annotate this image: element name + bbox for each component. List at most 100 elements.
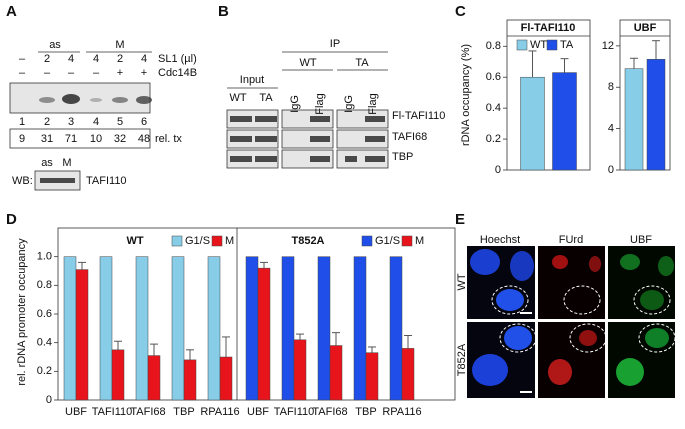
y-tick-label: 0.2 [37,365,52,377]
panel-letter: D [6,211,17,228]
column-label: Hoechst [480,234,520,246]
y-tick-label: 4 [608,123,614,135]
wb-label: WB: [12,175,33,187]
row-label: WT [456,273,468,290]
y-tick-label: 0.8 [37,279,52,291]
protein-label: Fl-TAFI110 [392,110,445,122]
legend-label: TA [560,39,574,51]
gel-grid [226,109,389,169]
gel [281,129,334,149]
rel-tx-box [9,128,151,149]
cdc-status: – [93,67,100,79]
y-tick-label: 0 [495,164,501,176]
y-tick-label: 12 [602,40,614,52]
lane-number: 4 [93,116,99,128]
gel-band [310,156,330,162]
legend-swatch [211,235,223,247]
bar [520,76,545,171]
x-tick-label: TBP [173,406,194,418]
bar [293,339,307,401]
legend-label: M [225,235,234,247]
gel [226,149,279,169]
bar [317,256,331,401]
bar [389,256,403,401]
plot-frame [619,19,671,171]
bar [245,256,259,401]
gel-band [345,156,357,162]
x-tick-label: TAFI110 [274,406,315,418]
gel-band [310,136,330,142]
y-tick-label: 0.4 [37,337,52,349]
lane-label: Flag [367,93,379,114]
lane-number: 3 [68,116,74,128]
x-tick-label: TAFI110 [92,406,133,418]
sl1-amount: 2 [44,53,50,65]
bar [624,68,644,171]
gel-band [230,136,252,142]
rel-tx-value: 9 [19,133,25,145]
legend-swatch [516,39,528,51]
gel-band [230,156,252,162]
y-tick-label: 1.0 [37,251,52,263]
sl1-amount: 4 [141,53,147,65]
bar [147,355,161,401]
bar [135,256,149,401]
legend-label: M [415,235,424,247]
gel [336,109,389,129]
chart-title: UBF [634,22,657,34]
input-label: Input [240,74,264,86]
protein-label: TAFI110 [86,175,127,187]
gel-bands [39,94,152,104]
bar [401,348,415,401]
y-tick-label: 0.6 [37,308,52,320]
lane-number: 2 [44,116,50,128]
gel [226,129,279,149]
legend-swatch [361,235,373,247]
lane-label: IgG [343,95,355,113]
row-label: Cdc14B [158,67,197,79]
gel [9,82,151,114]
x-tick-label: TAFI68 [312,406,347,418]
legend-swatch [171,235,183,247]
x-tick-label: TAFI68 [130,406,165,418]
gel-band [255,116,277,122]
sl1-amount: 4 [93,53,99,65]
panel-letter: C [455,3,466,20]
column-label: FUrd [559,234,583,246]
bar [111,349,125,401]
bar [99,256,113,401]
group-label: WT [299,57,316,69]
gel [226,109,279,129]
lane-label: Flag [314,93,326,114]
x-tick-label: RPA116 [200,406,239,418]
micrographs [467,246,676,398]
lane-label: WT [229,92,246,104]
legend-label: G1/S [375,235,400,247]
panel-letter: E [455,211,465,228]
gel-band [310,116,330,122]
x-tick-label: UBF [247,406,269,418]
gel [281,149,334,169]
row-label: SL1 (µl) [158,53,197,65]
bar [171,256,185,401]
bar [183,359,197,401]
group-label: TA [355,57,369,69]
lane-number: 5 [117,116,123,128]
bar [281,256,295,401]
group-label: as [49,39,61,51]
cdc-status: + [117,67,123,79]
panel-letter: B [218,3,229,20]
legend-label: G1/S [185,235,210,247]
bar [63,256,77,401]
bar [219,356,233,401]
bar [365,352,379,401]
gel [281,109,334,129]
y-tick-label: 0 [608,164,614,176]
bar [257,267,271,401]
bar [353,256,367,401]
lane-label: M [62,157,71,169]
rel-tx-value: 32 [114,133,126,145]
bar [646,59,666,171]
y-axis-label: rDNA occupancy (%) [460,44,472,146]
